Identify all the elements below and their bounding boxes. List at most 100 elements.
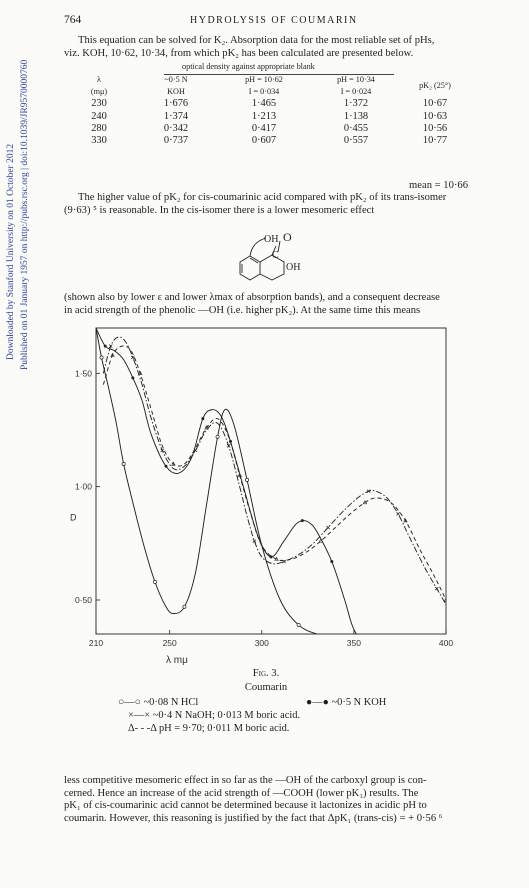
data-point xyxy=(326,525,330,530)
benzene-ring xyxy=(239,255,261,281)
data-point xyxy=(152,579,157,584)
carbonyl-o-label: O xyxy=(283,230,292,244)
data-point xyxy=(274,556,279,561)
data-point xyxy=(171,461,176,466)
legend-koh: ●—● ~0·5 N KOH xyxy=(306,697,387,708)
data-point xyxy=(138,370,143,375)
table-row: 230 1·676 1·465 1·372 10·67 xyxy=(91,98,448,110)
oh-label-1: OH xyxy=(264,234,278,245)
intro-line-1: This equation can be solved for K₂. Abso… xyxy=(78,35,435,46)
filled-circle-icon: ●—● xyxy=(306,697,329,708)
table-row: 280 0·342 0·417 0·455 10·56 xyxy=(91,122,448,134)
publication-watermark[interactable]: Published on 01 January 1957 on http://p… xyxy=(20,59,30,370)
figure-caption-block: Fig. 3. Coumarin xyxy=(64,668,468,693)
cis-coumarinic-structure: OH O C OH xyxy=(239,230,300,281)
download-watermark: Downloaded by Stanford University on 01 … xyxy=(6,143,16,360)
data-point xyxy=(182,604,187,609)
data-point xyxy=(396,512,400,516)
data-point xyxy=(367,648,370,651)
triangle-marker-icon: Δ- - -Δ xyxy=(128,722,157,734)
series-group xyxy=(102,345,446,602)
para2-line-1: The higher value of pK₂ for cis-coumarin… xyxy=(78,192,447,203)
table-row: 330 0·737 0·607 0·557 10·77 xyxy=(91,135,448,147)
col-ph1062-header: pH = 10·62 I = 0·034 xyxy=(245,75,283,97)
para4-line-1: less competitive mesomeric effect in so … xyxy=(64,775,427,786)
col-pk2-header: pK₂ (25°) xyxy=(419,81,451,91)
para3-line-1: (shown also by lower ε and lower λmax of… xyxy=(64,292,440,303)
series-group xyxy=(96,328,401,668)
legend-boric: Δ- - -Δ pH = 9·70; 0·011 M boric acid. xyxy=(128,722,290,734)
paragraph-4: less competitive mesomeric effect in so … xyxy=(64,775,468,825)
para2-line-2: (9·63) ⁵ is reasonable. In the cis-isome… xyxy=(64,204,375,216)
series-line xyxy=(96,328,319,634)
table-rule xyxy=(164,74,394,75)
figure-subtitle: Coumarin xyxy=(244,682,288,693)
table-caption: optical density against appropriate blan… xyxy=(182,62,315,71)
x-tick-label: 400 xyxy=(439,638,453,648)
absorption-spectrum-chart: 210 250 300 350 400 0·50 1·00 1·50 D λ mμ xyxy=(70,327,453,668)
table-row: 240 1·374 1·213 1·138 10·63 xyxy=(91,110,448,122)
y-tick-label: 0·50 xyxy=(75,595,92,605)
data-point xyxy=(318,538,323,543)
x-tick-label: 210 xyxy=(89,638,103,648)
x-tick-label: 350 xyxy=(347,638,361,648)
data-point xyxy=(366,489,371,494)
data-point xyxy=(110,352,115,357)
para4-line-2: cerned. Hence an increase of the acid st… xyxy=(64,787,419,799)
data-point xyxy=(204,425,209,430)
data-point xyxy=(398,667,401,668)
x-tick-label: 250 xyxy=(163,638,177,648)
data-point xyxy=(201,417,205,421)
data-point xyxy=(252,539,257,543)
legend-hcl: ○—○ ~0·08 N HCl xyxy=(118,697,199,708)
data-point xyxy=(131,376,135,380)
plot-frame xyxy=(95,327,447,635)
running-title: HYDROLYSIS OF COUMARIN xyxy=(190,15,358,26)
data-point xyxy=(108,344,113,348)
cross-marker-icon: ×—× xyxy=(128,709,151,721)
data-point xyxy=(296,622,301,627)
y-tick-label: 1·00 xyxy=(75,482,92,492)
y-tick-label: 1·50 xyxy=(75,368,92,378)
data-point xyxy=(226,444,231,448)
figure-caption: Fig. 3. xyxy=(252,668,280,679)
data-point xyxy=(130,355,135,360)
data-point xyxy=(121,462,126,466)
data-point xyxy=(434,586,439,591)
col-lambda-header: λ (mμ) xyxy=(90,75,108,97)
data-point xyxy=(269,555,273,559)
intro-line-2: viz. KOH, 10·62, 10·34, from which pK₂ h… xyxy=(64,47,414,59)
series-line xyxy=(96,328,357,634)
data-point xyxy=(164,464,168,468)
col-ph1034-header: pH = 10·34 I = 0·024 xyxy=(337,75,375,97)
data-point xyxy=(103,344,107,348)
data-point xyxy=(99,355,104,360)
side-ring xyxy=(259,254,285,281)
data-point xyxy=(245,477,250,482)
para4-line-3: pK₁ of cis-coumarinic acid cannot be det… xyxy=(64,800,427,812)
data-point xyxy=(330,559,334,563)
paragraph-2: The higher value of pK₂ for cis-coumarin… xyxy=(64,192,468,217)
data-point xyxy=(237,472,242,477)
para4-line-4: coumarin. However, this reasoning is jus… xyxy=(64,812,443,824)
table-mean: mean = 10·66 xyxy=(409,180,468,191)
data-point xyxy=(300,519,304,523)
carbon-label: C xyxy=(272,250,279,261)
col-koh-header: ~0·5 N KOH xyxy=(164,75,188,97)
x-tick-label: 300 xyxy=(255,638,269,648)
data-point xyxy=(160,448,165,453)
data-point xyxy=(403,518,408,523)
data-point xyxy=(443,597,446,602)
series-group xyxy=(96,328,319,634)
series-line xyxy=(102,336,446,605)
series-group xyxy=(102,336,446,605)
intro-paragraph: This equation can be solved for K₂. Abso… xyxy=(64,35,468,60)
data-point xyxy=(215,434,220,439)
series-line xyxy=(102,345,446,601)
oh-label-2: OH xyxy=(286,262,300,273)
x-axis-label: λ mμ xyxy=(166,655,188,666)
data-point xyxy=(362,500,368,505)
y-axis-label: D xyxy=(70,513,77,523)
legend-naoh: ×—× ~0·4 N NaOH; 0·013 M boric acid. xyxy=(128,709,301,721)
chart-legend: ○—○ ~0·08 N HCl ●—● ~0·5 N KOH ×—× ~0·4 … xyxy=(118,697,468,735)
